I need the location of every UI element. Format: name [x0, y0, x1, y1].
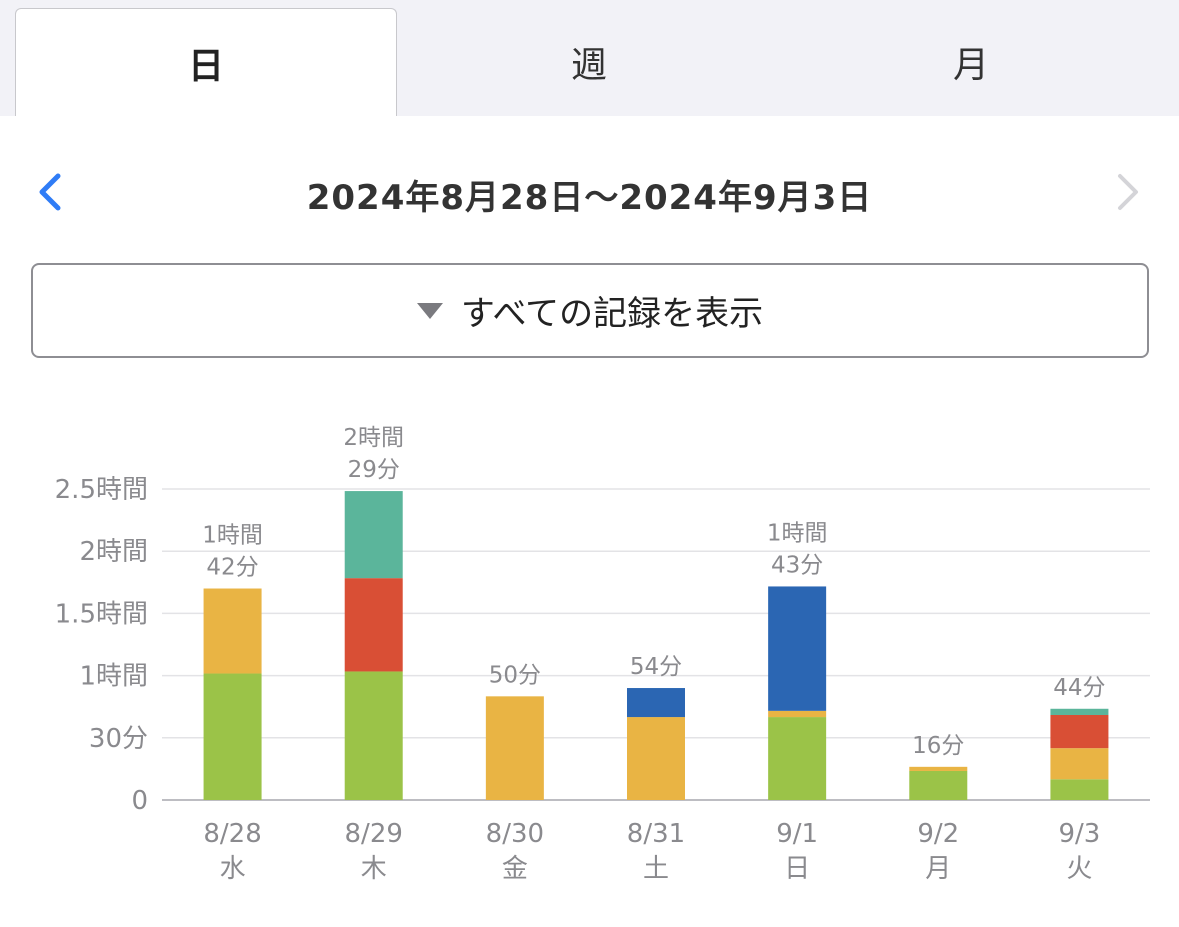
- date-range-nav: 2024年8月28日〜2024年9月3日: [0, 150, 1179, 236]
- x-tick-date: 9/3: [1059, 819, 1101, 849]
- x-tick-weekday: 金: [502, 854, 528, 884]
- x-tick-weekday: 火: [1066, 854, 1092, 884]
- segmented-tab-bar: 日 週 月: [0, 0, 1179, 116]
- chevron-right-icon[interactable]: [1108, 172, 1148, 212]
- bar-segment: [203, 588, 262, 674]
- bar-total-label: 50分: [489, 662, 541, 688]
- x-tick-weekday: 水: [220, 854, 246, 884]
- y-tick-label: 1時間: [79, 662, 148, 692]
- y-tick-label: 2.5時間: [55, 475, 148, 505]
- show-all-records-dropdown[interactable]: すべての記録を表示: [31, 263, 1149, 358]
- bar-segment: [344, 491, 403, 579]
- bar-segment: [1050, 779, 1109, 800]
- x-tick-weekday: 日: [784, 854, 810, 884]
- y-tick-label: 2時間: [79, 537, 148, 567]
- bar-segment: [768, 717, 827, 800]
- tab-month[interactable]: 月: [952, 45, 989, 86]
- bar-total-label: 29分: [348, 457, 400, 483]
- x-tick-date: 9/1: [776, 819, 818, 849]
- x-tick-date: 8/30: [486, 819, 544, 849]
- x-tick-weekday: 木: [361, 854, 387, 884]
- x-tick-date: 8/29: [345, 819, 403, 849]
- bar-total-label: 43分: [771, 552, 823, 578]
- chevron-left-icon[interactable]: [32, 172, 72, 212]
- filter-label: すべての記録を表示: [460, 294, 764, 334]
- y-tick-label: 0: [131, 786, 148, 816]
- triangle-down-icon: [416, 302, 443, 319]
- bar-segment: [1050, 708, 1109, 715]
- x-tick-date: 8/31: [627, 819, 685, 849]
- bar-segment: [485, 696, 544, 800]
- tab-day[interactable]: 日: [15, 8, 397, 116]
- bar-segment: [627, 688, 685, 718]
- bar-total-label: 54分: [630, 654, 682, 680]
- bar-segment: [909, 766, 968, 771]
- bar-total-label: 16分: [912, 733, 964, 759]
- bar-total-label: 1時間: [767, 520, 828, 546]
- bar-segment: [344, 578, 403, 672]
- bar-total-label: 42分: [206, 555, 258, 581]
- bar-segment: [909, 770, 968, 800]
- bar-segment: [203, 673, 262, 800]
- bar-segment: [768, 710, 827, 718]
- tab-week[interactable]: 週: [570, 45, 607, 86]
- x-tick-date: 9/2: [917, 819, 959, 849]
- x-tick-weekday: 月: [925, 854, 951, 884]
- bar-total-label: 44分: [1053, 675, 1105, 701]
- bar-total-label: 2時間: [343, 425, 404, 451]
- date-range-title: 2024年8月28日〜2024年9月3日: [306, 178, 873, 218]
- x-tick-weekday: 土: [643, 854, 669, 884]
- bar-segment: [1050, 748, 1109, 780]
- y-tick-label: 1.5時間: [55, 599, 148, 629]
- bar-segment: [768, 586, 827, 711]
- x-tick-date: 8/28: [203, 819, 261, 849]
- bar-segment: [1050, 714, 1109, 749]
- bar-total-label: 1時間: [202, 523, 263, 549]
- bar-segment: [627, 717, 685, 800]
- y-tick-label: 30分: [89, 724, 148, 754]
- bar-segment: [344, 671, 403, 800]
